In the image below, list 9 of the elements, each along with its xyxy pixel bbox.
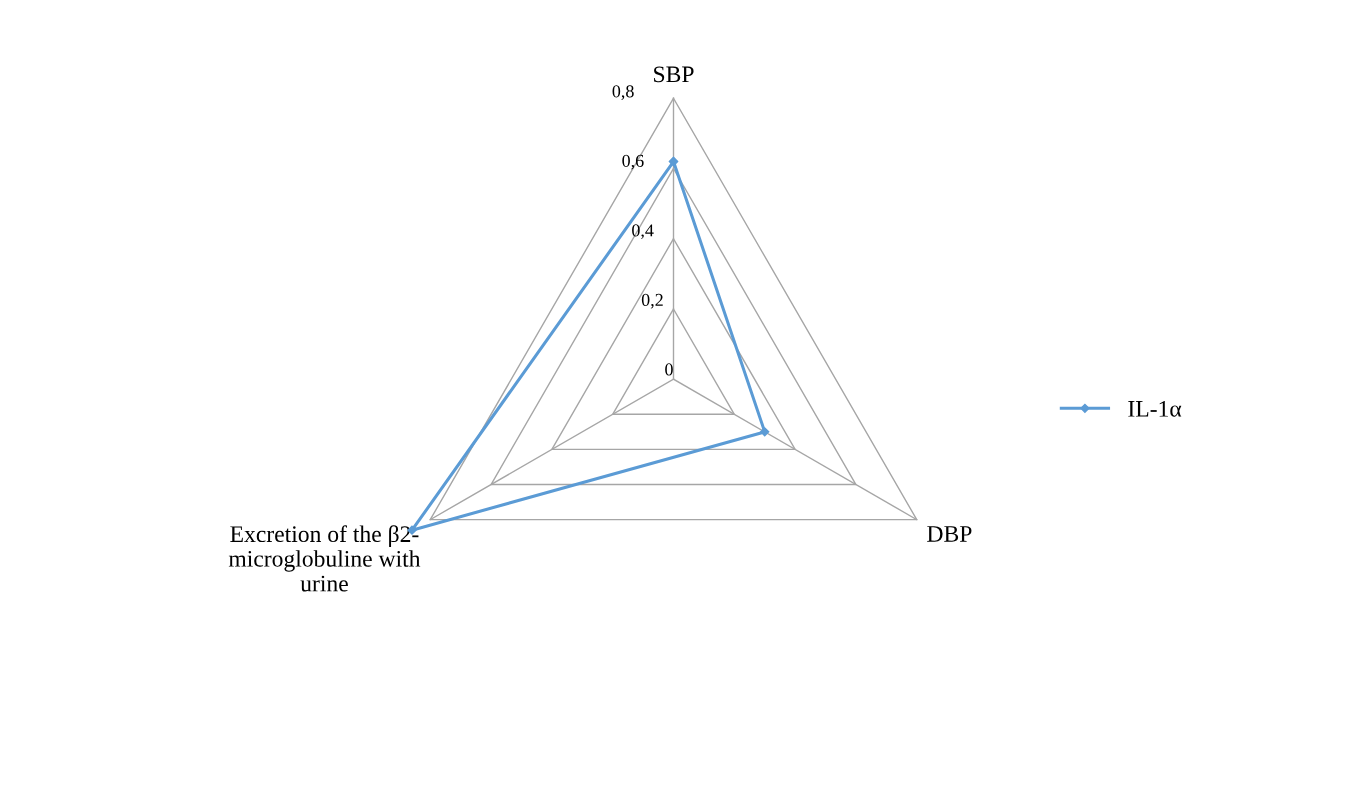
y-tick-label: 0 <box>665 363 673 376</box>
spoke-label: SBP <box>654 66 694 83</box>
spoke-label: Excretion of the β2- microglobuline with urine <box>228 525 421 592</box>
spoke-label: DBP <box>927 526 972 542</box>
y-tick-label: 0,6 <box>622 154 644 170</box>
y-tick-label: 0,2 <box>641 293 663 309</box>
y-tick-label: 0,8 <box>612 85 634 100</box>
legend-label: IL-1α <box>1128 400 1182 417</box>
y-tick-label: 0,4 <box>632 224 654 240</box>
